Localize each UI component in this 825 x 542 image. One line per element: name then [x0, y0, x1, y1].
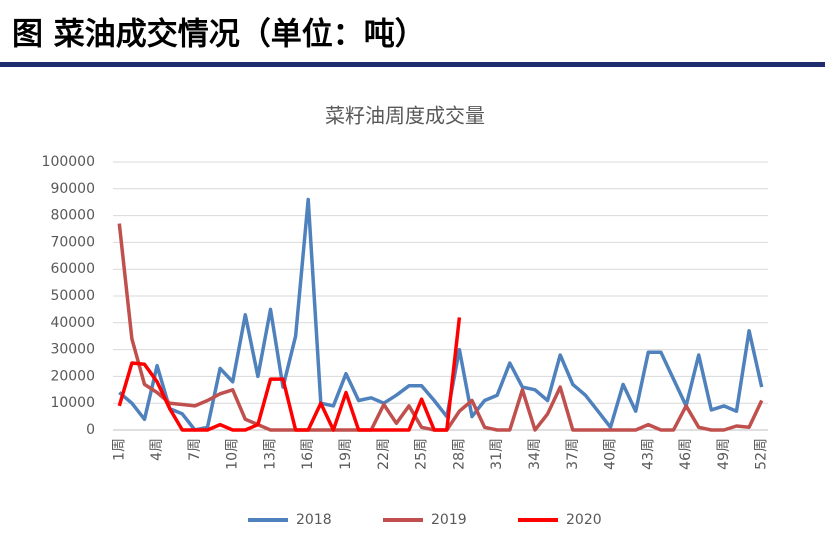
x-tick-label: 43周 [640, 438, 656, 470]
x-tick-label: 7周 [187, 438, 203, 461]
x-tick-label: 49周 [716, 438, 732, 470]
y-tick-label: 30000 [50, 342, 95, 358]
y-tick-label: 60000 [50, 261, 95, 277]
x-tick-label: 13周 [262, 438, 278, 470]
x-tick-label: 19周 [338, 438, 354, 470]
x-tick-label: 22周 [376, 438, 392, 470]
x-tick-label: 37周 [565, 438, 581, 470]
y-tick-label: 50000 [50, 288, 95, 304]
series-line [118, 197, 764, 432]
legend-label: 2018 [296, 512, 332, 528]
y-tick-label: 0 [86, 422, 95, 438]
y-tick-label: 80000 [50, 208, 95, 224]
x-tick-label: 28周 [451, 438, 467, 470]
header-rule [0, 62, 825, 67]
legend-label: 2019 [431, 512, 467, 528]
y-tick-label: 100000 [42, 154, 95, 170]
page-title: 图 菜油成交情况（单位：吨） [12, 17, 426, 53]
x-tick-label: 1周 [111, 438, 127, 461]
series-line [117, 223, 764, 432]
x-tick-label: 31周 [489, 438, 505, 470]
x-tick-label: 4周 [149, 438, 165, 461]
x-tick-label: 25周 [414, 438, 430, 470]
x-tick-label: 46周 [678, 438, 694, 470]
chart-title: 菜籽油周度成交量 [325, 104, 485, 128]
series-line [117, 317, 462, 432]
y-tick-label: 10000 [50, 395, 95, 411]
x-tick-label: 10周 [225, 438, 241, 470]
x-tick-label: 52周 [754, 438, 770, 470]
y-tick-label: 20000 [50, 368, 95, 384]
x-tick-label: 34周 [527, 438, 543, 470]
legend-label: 2020 [566, 512, 602, 528]
y-tick-label: 70000 [50, 234, 95, 250]
y-tick-label: 90000 [50, 181, 95, 197]
x-tick-label: 16周 [300, 438, 316, 470]
y-tick-label: 40000 [50, 315, 95, 331]
x-tick-label: 40周 [603, 438, 619, 470]
